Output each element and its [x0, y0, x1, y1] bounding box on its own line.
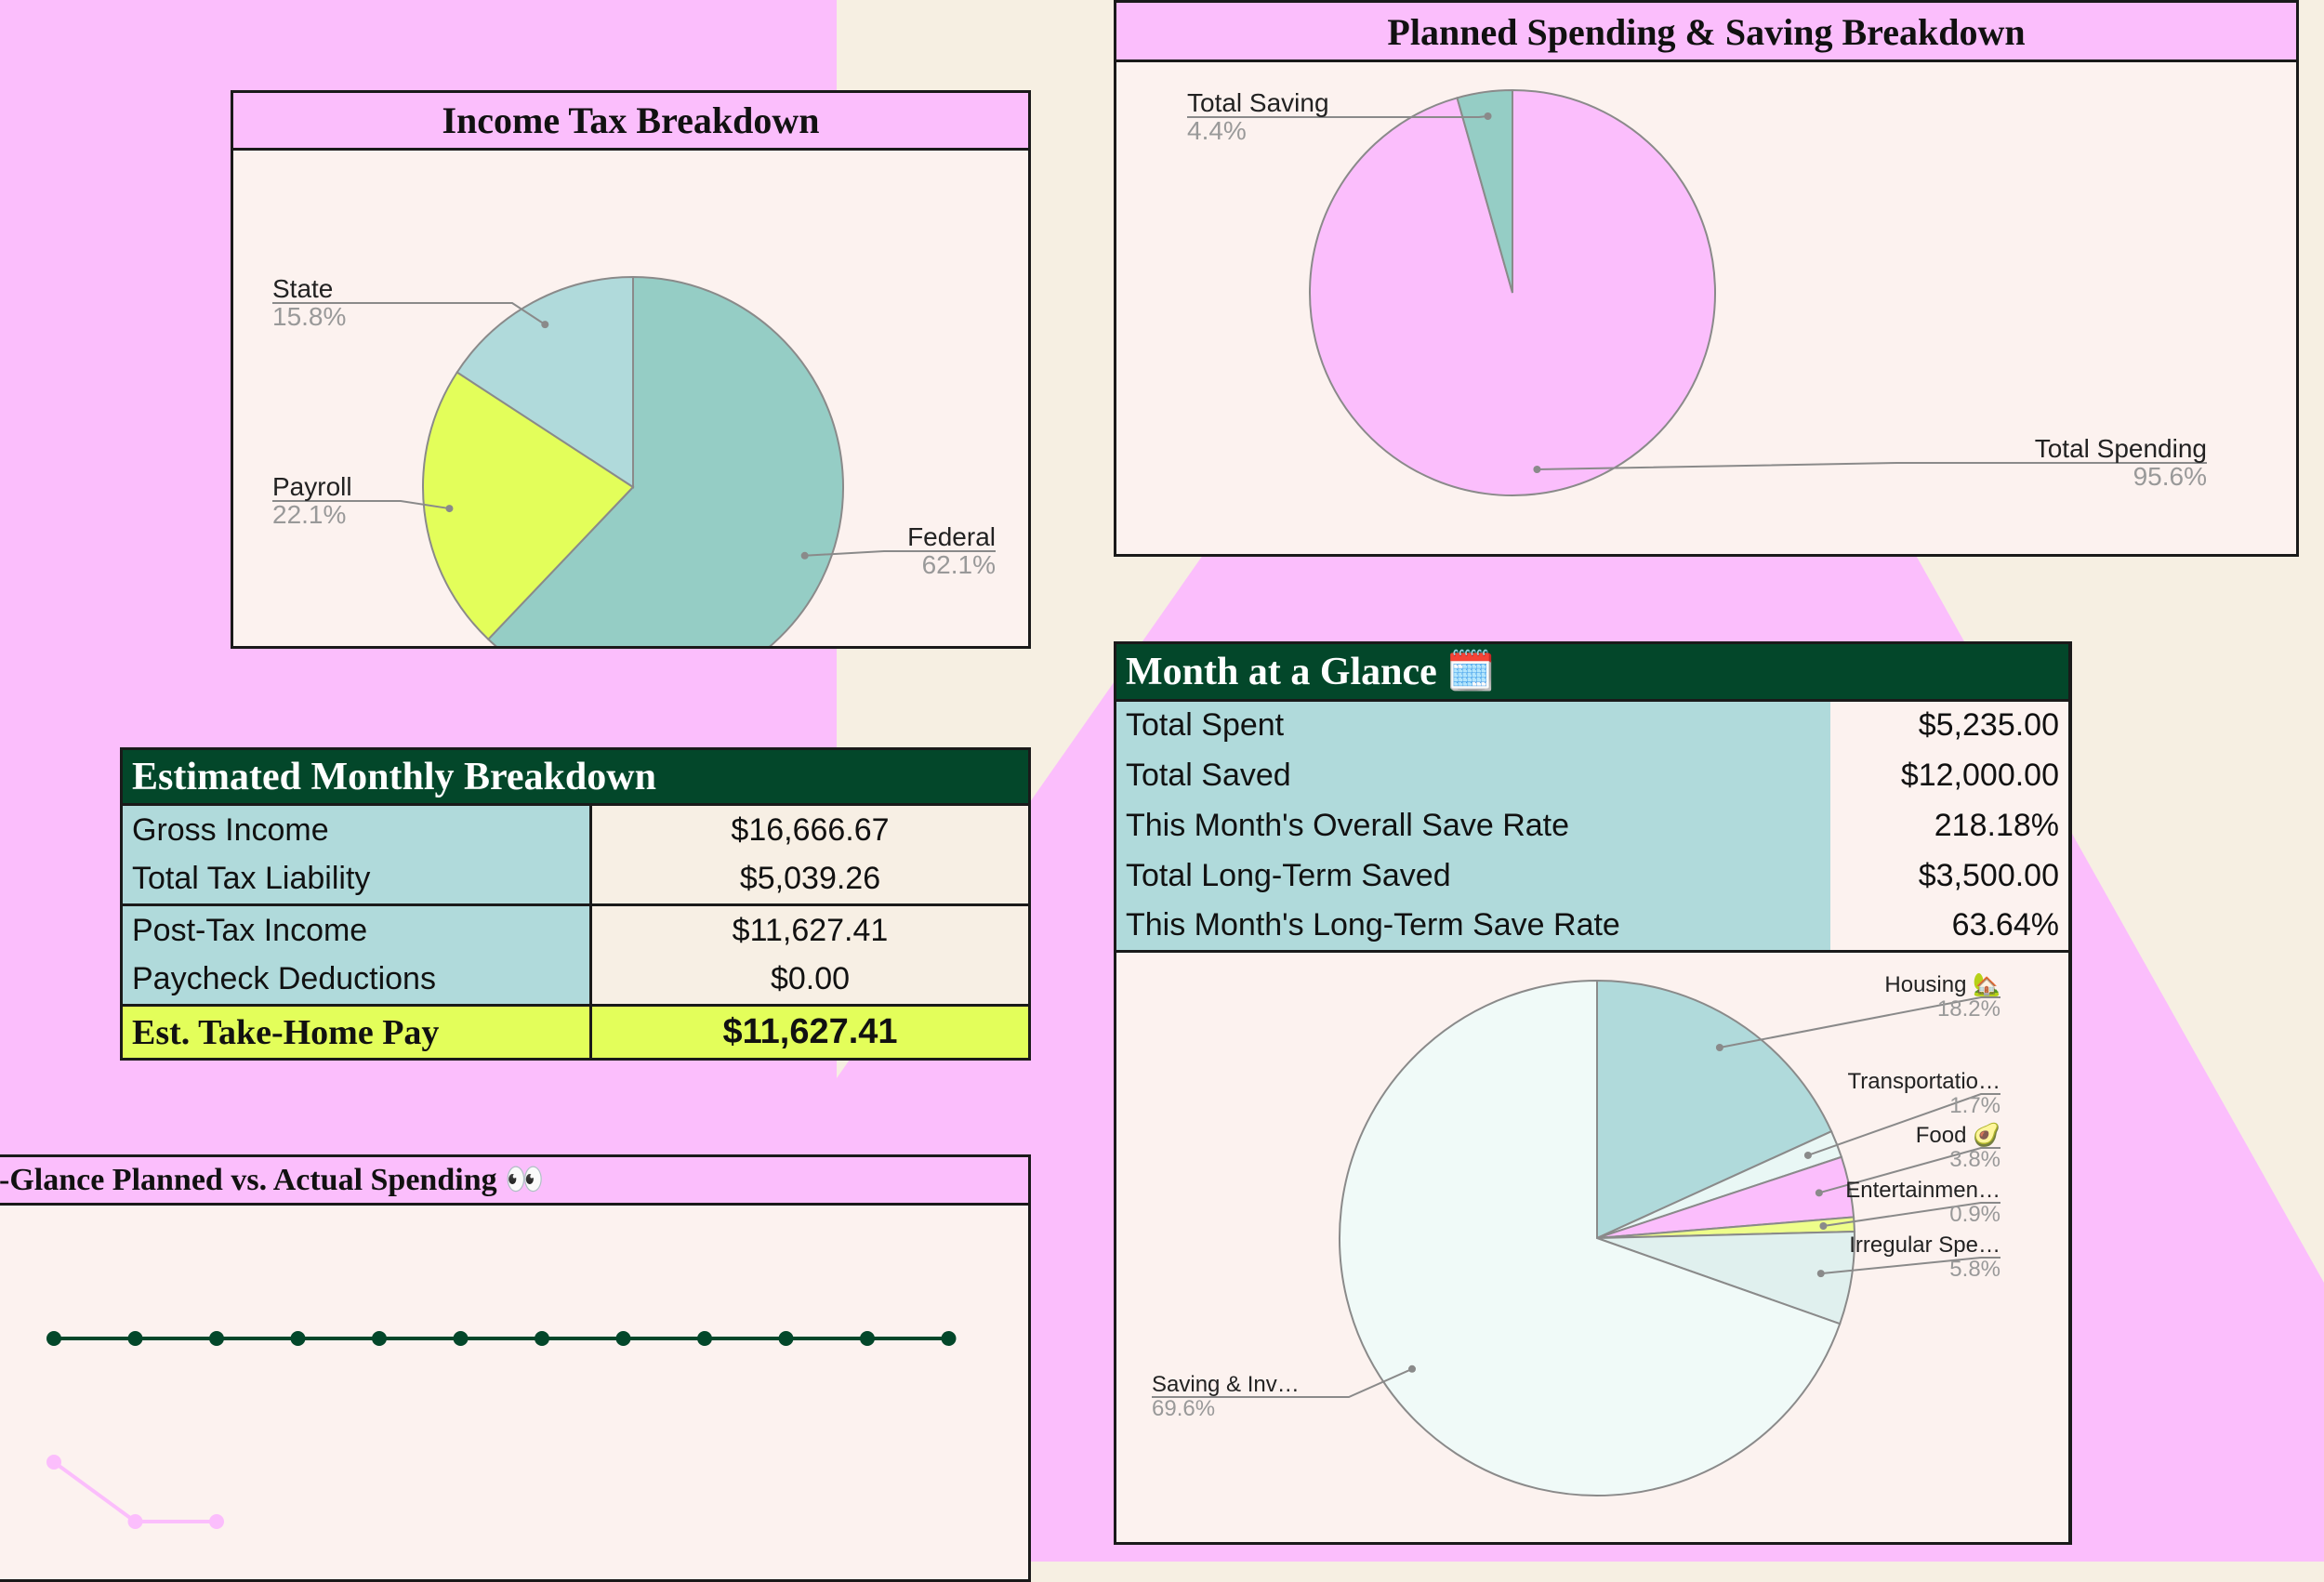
slice-percent: 4.4% [1187, 116, 1247, 145]
leader-line [272, 500, 450, 510]
take-home-value: $11,627.41 [589, 1004, 1031, 1061]
series-point [46, 1331, 61, 1346]
pie-slice-housing [1596, 979, 1833, 1240]
leader-line [804, 550, 996, 557]
series-point [209, 1331, 224, 1346]
leader-line [1719, 996, 2000, 1048]
planned-chart-title: Planned Spending & Saving Breakdown [1116, 3, 2296, 62]
row-label: This Month's Long-Term Save Rate [1116, 901, 1830, 953]
slice-percent: 22.1% [272, 500, 346, 529]
series-point [372, 1331, 387, 1346]
row-label: This Month's Overall Save Rate [1116, 800, 1830, 850]
series-point [290, 1331, 306, 1346]
row-label: Gross Income [120, 803, 592, 855]
row-value: $5,235.00 [1830, 700, 2068, 750]
slice-label: Transportatio… [1847, 1069, 2000, 1094]
month-category-pie-chart: Housing 🏡18.2% Transportatio…1.7%Food 🥑3.… [1152, 972, 2000, 1496]
slice-percent: 18.2% [1937, 996, 2000, 1022]
slice-percent: 3.8% [1949, 1147, 2000, 1172]
take-home-label: Est. Take-Home Pay [120, 1004, 592, 1061]
leader-dot [800, 551, 809, 560]
slice-label: Housing 🏡 [1884, 972, 2000, 997]
row-label: Post-Tax Income [120, 903, 592, 956]
pie-slice-total-saving [1456, 88, 1513, 294]
row-label: Paycheck Deductions [120, 955, 592, 1007]
series-point [453, 1331, 469, 1346]
leader-line [1823, 1202, 2000, 1227]
pie-slice-saving-inv [1339, 979, 1842, 1496]
row-label: Total Saved [1116, 750, 1830, 800]
leader-line [272, 302, 546, 325]
series-point [209, 1514, 224, 1529]
series-line-1 [52, 1460, 217, 1523]
income-tax-chart-title: Income Tax Breakdown [233, 93, 1028, 151]
leader-line [1818, 1147, 2000, 1194]
row-label: Total Long-Term Saved [1116, 850, 1830, 901]
month-glance-table: Month at a Glance 🗓️ Total Spent $5,235.… [1116, 644, 2068, 953]
series-point [535, 1331, 549, 1346]
leader-line [1152, 1367, 1413, 1398]
slice-label: Total Spending [2035, 434, 2207, 463]
month-glance-panel: Month at a Glance 🗓️ Total Spent $5,235.… [1114, 641, 2072, 1545]
series-point [127, 1514, 143, 1529]
row-value: $12,000.00 [1830, 750, 2068, 800]
slice-percent: 15.8% [272, 302, 346, 331]
leader-line [1807, 1093, 2000, 1156]
series-point [615, 1331, 631, 1346]
row-value: 218.18% [1830, 800, 2068, 850]
series-point [778, 1331, 794, 1346]
row-value: $11,627.41 [589, 903, 1031, 956]
leader-line [1537, 462, 2207, 471]
monthly-breakdown-title: Estimated Monthly Breakdown [120, 747, 1031, 806]
leader-dot [1819, 1221, 1828, 1230]
planned-chart-panel: Planned Spending & Saving Breakdown Tota… [1114, 0, 2299, 557]
slice-label: Irregular Spe… [1849, 1233, 2000, 1258]
spending-chart-title: -Glance Planned vs. Actual Spending 👀 [0, 1157, 1028, 1206]
slice-label: Entertainmen… [1845, 1178, 2000, 1203]
row-value: $5,039.26 [589, 854, 1031, 906]
pie-slice-state [456, 275, 634, 489]
slice-percent: 5.8% [1949, 1257, 2000, 1282]
slice-label: Federal [907, 522, 996, 551]
slice-percent: 1.7% [1949, 1093, 2000, 1118]
slice-percent: 0.9% [1949, 1202, 2000, 1227]
series-point [46, 1455, 61, 1470]
row-value: $3,500.00 [1830, 850, 2068, 901]
leader-line [1187, 114, 1488, 118]
income-tax-chart-panel: Income Tax Breakdown Federal 62.1% Payroll… [231, 90, 1031, 649]
leader-line [1820, 1257, 2000, 1275]
slice-label: State [272, 274, 333, 303]
leader-dot [1715, 1044, 1723, 1052]
row-value: $0.00 [589, 955, 1031, 1007]
slice-label: Saving & Inv… [1152, 1372, 1300, 1397]
leader-dot [1408, 1364, 1417, 1373]
spending-chart-panel: -Glance Planned vs. Actual Spending 👀 [0, 1154, 1031, 1582]
row-label: Total Tax Liability [120, 854, 592, 906]
leader-dot [1815, 1189, 1823, 1197]
series-point [127, 1331, 143, 1346]
month-glance-title: Month at a Glance 🗓️ [1116, 644, 2068, 702]
pie-slice-federal [486, 275, 844, 646]
slice-label: Payroll [272, 472, 352, 501]
slice-percent: 69.6% [1152, 1396, 1215, 1421]
slice-percent: 62.1% [922, 550, 996, 579]
row-label: Total Spent [1116, 700, 1830, 750]
series-point [941, 1331, 957, 1346]
pie-slice-payroll [422, 371, 635, 641]
monthly-breakdown-table: Estimated Monthly Breakdown Gross Income… [120, 747, 1031, 1061]
series-point [860, 1331, 875, 1346]
slice-percent: 95.6% [2133, 462, 2207, 491]
row-value: 63.64% [1830, 901, 2068, 953]
row-value: $16,666.67 [589, 803, 1031, 855]
slice-label: Food 🥑 [1916, 1120, 2000, 1148]
slice-label: Total Saving [1187, 88, 1329, 117]
spending-line-chart [46, 1331, 957, 1529]
series-point [697, 1331, 712, 1346]
